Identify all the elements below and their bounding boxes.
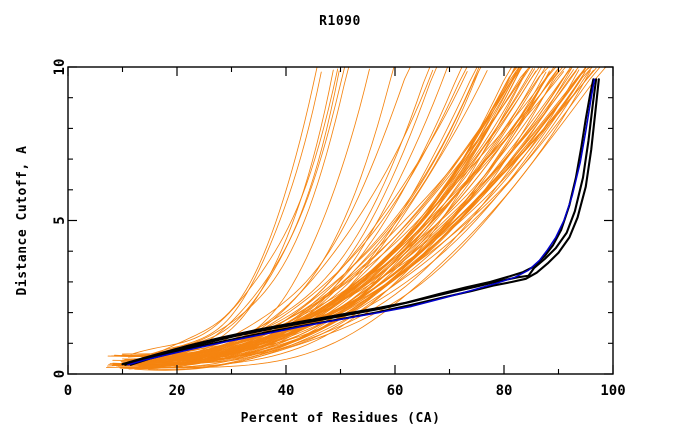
y-tick-label: 5 [52, 216, 68, 224]
ensemble-curve [130, 68, 339, 355]
chart-title: R1090 [319, 14, 361, 29]
x-axis-title: Percent of Residues (CA) [241, 411, 441, 426]
plot-frame [67, 66, 614, 375]
ensemble-curves [106, 66, 607, 371]
ensemble-curve [137, 68, 572, 362]
ensemble-curve [142, 70, 340, 357]
ensemble-curve [148, 66, 587, 371]
x-tick-label: 80 [496, 383, 513, 399]
series-reference-black-2 [129, 78, 600, 366]
ensemble-curve [136, 70, 550, 369]
y-axis-title: Distance Cutoff, A [15, 146, 30, 296]
x-tick-label: 40 [278, 383, 295, 399]
ensemble-curve [141, 72, 586, 363]
ensemble-curve [146, 68, 370, 369]
y-tick-label: 0 [52, 370, 68, 378]
ensemble-curve [134, 66, 607, 371]
ensemble-curve [117, 66, 540, 368]
ensemble-curve [114, 66, 557, 357]
ensemble-curve [120, 71, 551, 362]
series-reference-black-1 [124, 78, 598, 366]
x-tick-label: 100 [600, 383, 625, 399]
x-tick-label: 60 [387, 383, 404, 399]
ensemble-curve [112, 66, 463, 366]
ensemble-curve [146, 68, 586, 367]
axis-labels: 0 20 40 60 80 100 0 5 10 Percent of Residues (CA)… [15, 59, 626, 426]
ensemble-curve [119, 70, 527, 369]
axes [67, 66, 614, 375]
ensemble-curve [151, 67, 588, 362]
x-tick-label: 20 [169, 383, 186, 399]
ensemble-curve [144, 66, 593, 369]
ensemble-curve [152, 66, 564, 364]
ensemble-curve [119, 66, 522, 369]
reference-curves [121, 78, 600, 366]
series-highlight-blue [127, 78, 596, 366]
ensemble-curve [124, 66, 318, 365]
y-tick-label: 10 [52, 59, 68, 76]
ensemble-curve [119, 66, 550, 370]
ensemble-curve [121, 66, 523, 356]
x-tick-label: 0 [64, 383, 72, 399]
